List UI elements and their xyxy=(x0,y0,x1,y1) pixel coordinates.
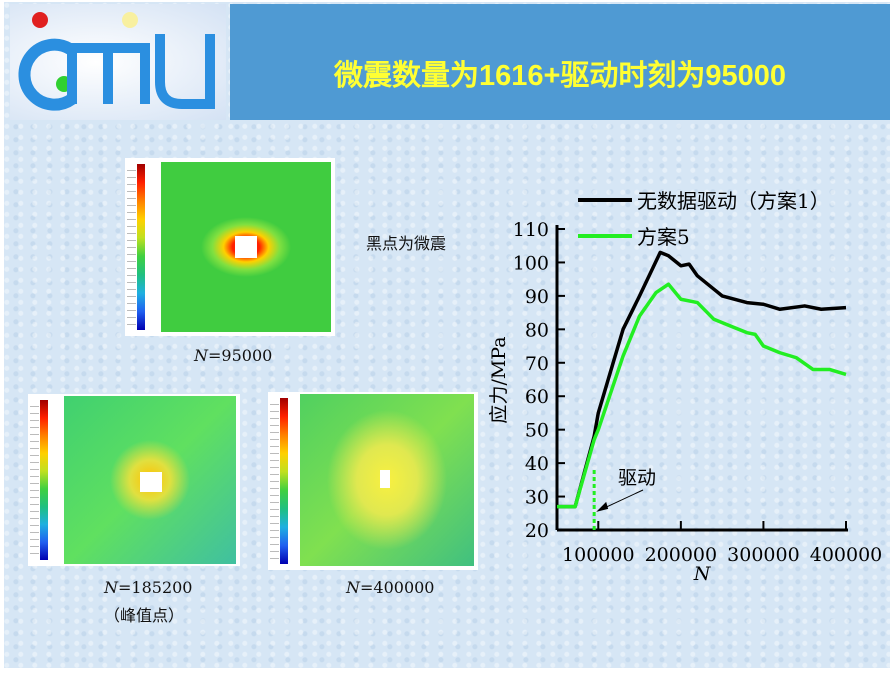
title-banner: 微震数量为1616+驱动时刻为95000 xyxy=(230,4,890,120)
x-axis-label: N xyxy=(693,563,712,585)
logo xyxy=(10,4,226,120)
caption-400000: N=400000 xyxy=(346,578,435,597)
caption-185200: N=185200 xyxy=(104,578,193,597)
colorbar xyxy=(280,398,288,564)
y-tick-label: 80 xyxy=(525,319,549,341)
stress-map-185200 xyxy=(28,394,240,566)
y-tick-label: 40 xyxy=(525,453,549,475)
y-tick-label: 60 xyxy=(525,386,549,408)
y-tick-label: 100 xyxy=(513,252,549,274)
y-tick-label: 50 xyxy=(525,420,549,442)
arrow-head-icon xyxy=(596,501,609,512)
y-tick-label: 90 xyxy=(525,286,549,308)
x-tick-label: 200000 xyxy=(645,544,718,566)
y-axis-label: 应力/MPa xyxy=(488,336,510,423)
microseismic-note: 黑点为微震 xyxy=(366,234,447,253)
caption-95000: N=95000 xyxy=(194,346,273,365)
slide-title: 微震数量为1616+驱动时刻为95000 xyxy=(333,60,787,92)
x-tick-label: 400000 xyxy=(810,544,883,566)
slide: 微震数量为1616+驱动时刻为95000 黑点为微震 N=95000 N=185… xyxy=(4,2,890,668)
stress-map-400000 xyxy=(268,392,478,570)
x-tick-label: 300000 xyxy=(727,544,800,566)
drive-label: 驱动 xyxy=(618,467,656,489)
legend-label-1: 无数据驱动（方案1） xyxy=(637,189,830,213)
y-tick-label: 70 xyxy=(525,353,549,375)
y-tick-label: 30 xyxy=(525,487,549,509)
stress-map-95000 xyxy=(125,158,335,336)
series-line-1 xyxy=(557,250,847,509)
series-line-2 xyxy=(557,282,847,509)
y-tick-label: 110 xyxy=(513,219,549,241)
peak-point-label: （峰值点） xyxy=(104,606,185,625)
colorbar xyxy=(40,400,48,560)
y-tick-label: 20 xyxy=(525,520,549,542)
x-tick-label: 100000 xyxy=(562,544,635,566)
colorbar xyxy=(137,164,145,330)
cmtu-logo-icon xyxy=(18,12,215,111)
legend-label-2: 方案5 xyxy=(637,225,690,249)
